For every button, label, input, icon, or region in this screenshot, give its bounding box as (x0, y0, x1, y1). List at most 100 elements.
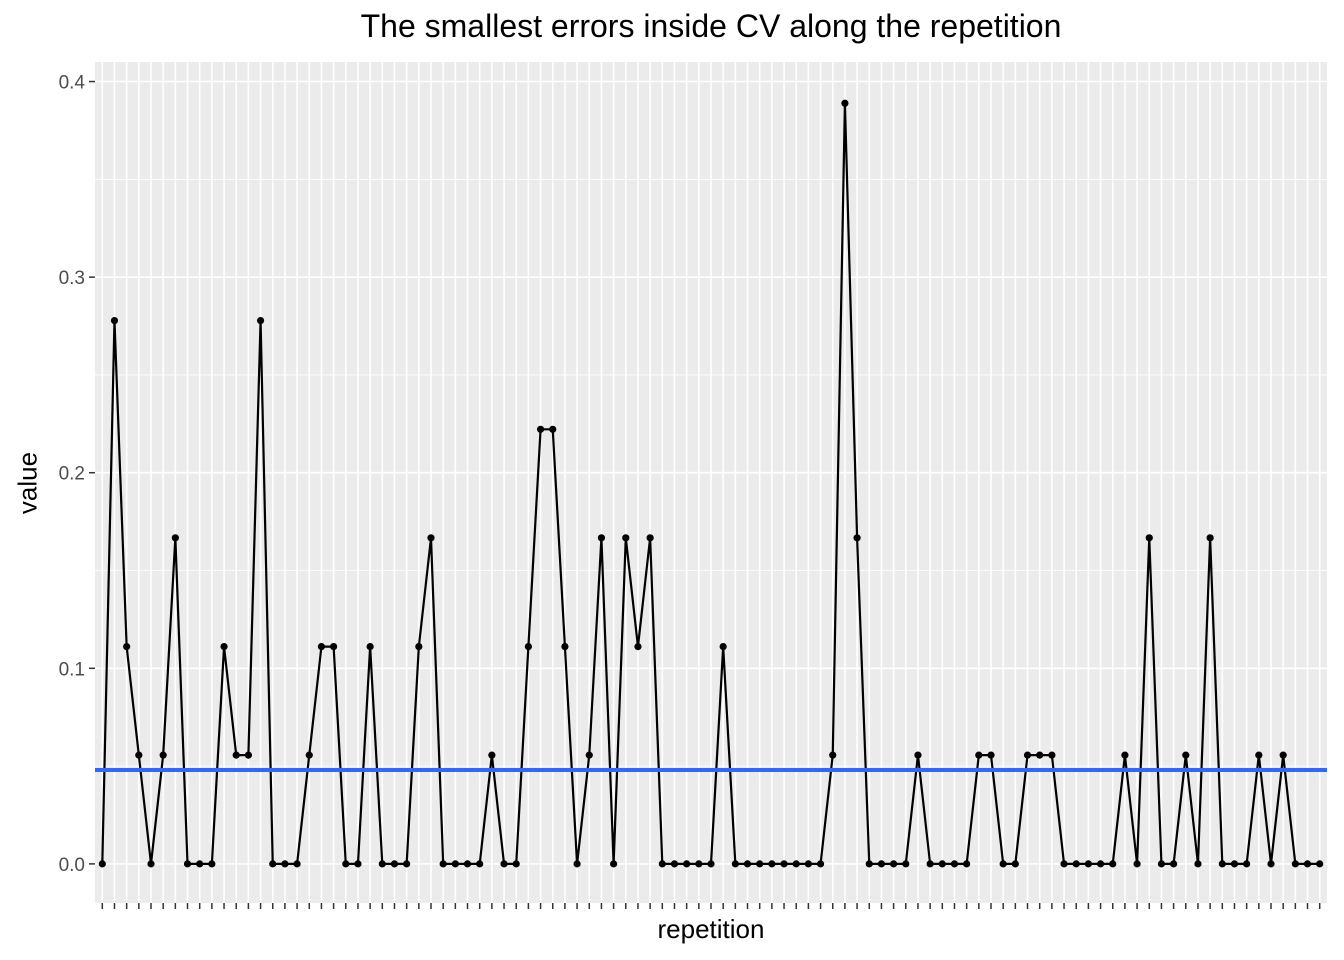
data-point (1170, 860, 1178, 868)
y-tick-label: 0.2 (59, 464, 85, 485)
data-point (610, 860, 618, 868)
data-point (305, 751, 313, 759)
data-point (390, 860, 399, 868)
data-point (488, 751, 496, 759)
data-point (853, 534, 861, 542)
data-point (731, 860, 739, 868)
data-point (330, 642, 338, 651)
data-point (536, 425, 545, 433)
data-point (1036, 751, 1044, 759)
data-point (1133, 860, 1141, 868)
data-point (1145, 534, 1153, 542)
data-point (293, 860, 301, 868)
data-point (342, 860, 350, 868)
data-point (658, 860, 666, 868)
data-point (232, 751, 240, 759)
chart-title: The smallest errors inside CV along the … (360, 8, 1062, 44)
data-point (317, 642, 326, 651)
data-point (98, 860, 106, 868)
data-point (512, 860, 520, 868)
data-point (171, 534, 179, 542)
data-point (914, 751, 922, 759)
data-point (463, 860, 472, 868)
data-point (938, 860, 946, 868)
data-point (902, 860, 910, 868)
data-point (597, 534, 606, 542)
data-point (841, 99, 849, 107)
data-point (1157, 860, 1166, 868)
data-point (829, 751, 837, 759)
data-point (220, 642, 228, 651)
y-tick-label: 0.1 (59, 659, 85, 680)
data-point (378, 860, 386, 868)
data-point (110, 316, 119, 325)
y-tick-label: 0.4 (59, 73, 86, 94)
data-point (1060, 860, 1068, 868)
data-point (366, 642, 374, 651)
data-point (768, 860, 776, 868)
data-point (439, 860, 447, 868)
data-point (1255, 751, 1263, 759)
data-point (999, 860, 1007, 868)
data-point (1303, 860, 1312, 868)
data-point (963, 860, 971, 868)
data-point (707, 860, 715, 868)
data-point (877, 860, 886, 868)
data-point (1316, 860, 1324, 868)
data-point (585, 751, 593, 759)
data-point (1072, 860, 1080, 868)
data-point (1218, 860, 1226, 868)
data-point (816, 860, 825, 868)
y-tick-label: 0.3 (59, 268, 85, 289)
data-point (1194, 860, 1202, 868)
data-point (415, 642, 423, 651)
data-point (1023, 751, 1032, 759)
x-axis-label: repetition (657, 914, 765, 944)
data-point (670, 860, 679, 868)
data-point (646, 534, 654, 542)
data-point (476, 860, 484, 868)
data-point (780, 860, 788, 868)
data-point (403, 860, 411, 868)
data-point (269, 860, 277, 868)
data-point (1279, 751, 1287, 759)
data-point (573, 860, 581, 868)
data-point (926, 860, 934, 868)
data-point (561, 642, 569, 651)
data-point (719, 642, 727, 651)
data-point (135, 751, 143, 759)
data-point (622, 534, 630, 542)
data-point (695, 860, 703, 868)
data-point (549, 425, 557, 433)
data-point (950, 860, 959, 868)
data-point (1206, 534, 1214, 542)
data-point (244, 751, 252, 759)
data-point (634, 642, 642, 651)
data-point (1182, 751, 1190, 759)
data-point (1230, 860, 1239, 868)
data-point (683, 860, 691, 868)
data-point (524, 642, 532, 651)
data-point (987, 751, 995, 759)
data-point (183, 860, 192, 868)
data-point (500, 860, 508, 868)
data-point (975, 751, 983, 759)
data-point (1084, 860, 1092, 868)
data-point (1048, 751, 1056, 759)
data-point (147, 860, 155, 868)
data-point (196, 860, 204, 868)
data-point (427, 534, 435, 542)
data-point (743, 860, 752, 868)
data-point (792, 860, 800, 868)
data-point (890, 860, 898, 868)
data-point (865, 860, 873, 868)
data-point (1267, 860, 1275, 868)
data-point (804, 860, 812, 868)
data-point (123, 642, 131, 651)
data-point (281, 860, 289, 868)
data-point (256, 316, 265, 325)
y-tick-label: 0.0 (59, 855, 85, 876)
data-point (1291, 860, 1299, 868)
data-point (354, 860, 362, 868)
